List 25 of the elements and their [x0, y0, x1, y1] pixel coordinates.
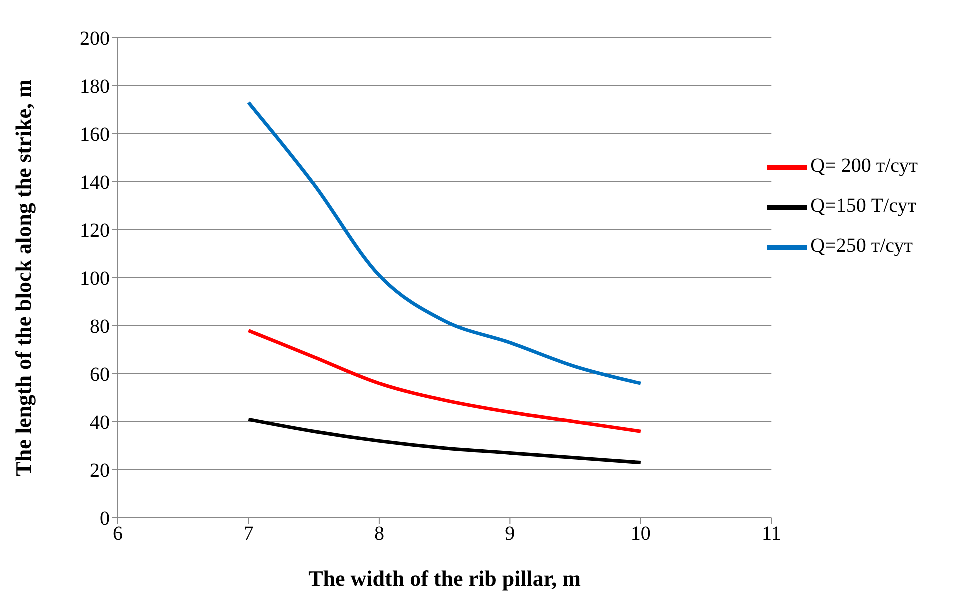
y-tick-label: 160 [80, 124, 110, 146]
line-series [246, 329, 643, 434]
y-tick-label: 40 [90, 412, 110, 434]
y-tick-label: 140 [80, 172, 110, 194]
y-tick-label: 80 [90, 316, 110, 338]
legend-label: Q=150 Т/сут [810, 194, 916, 217]
y-tick-label: 120 [80, 220, 110, 242]
legend-label: Q=250 т/сут [810, 234, 913, 257]
x-axis-title: The width of the rib pillar, m [308, 566, 582, 591]
line-series [246, 418, 643, 465]
y-tick-label: 60 [90, 364, 110, 386]
x-tick-label: 8 [374, 523, 384, 546]
x-tick-label: 11 [762, 523, 782, 546]
x-tick-label: 9 [505, 523, 516, 546]
y-axis-title: The length of the block along the strike, m [10, 80, 36, 476]
y-tick-label: 180 [80, 76, 110, 98]
y-tick-label: 200 [80, 28, 110, 50]
y-tick-label: 0 [100, 508, 110, 530]
y-tick-label: 100 [80, 268, 110, 290]
x-tick-label: 6 [113, 523, 123, 546]
line-series [246, 101, 643, 386]
legend-label: Q= 200 т/сут [810, 154, 918, 177]
y-tick-label: 20 [90, 460, 110, 482]
x-tick-label: 7 [244, 523, 254, 546]
x-tick-label: 10 [630, 523, 651, 546]
